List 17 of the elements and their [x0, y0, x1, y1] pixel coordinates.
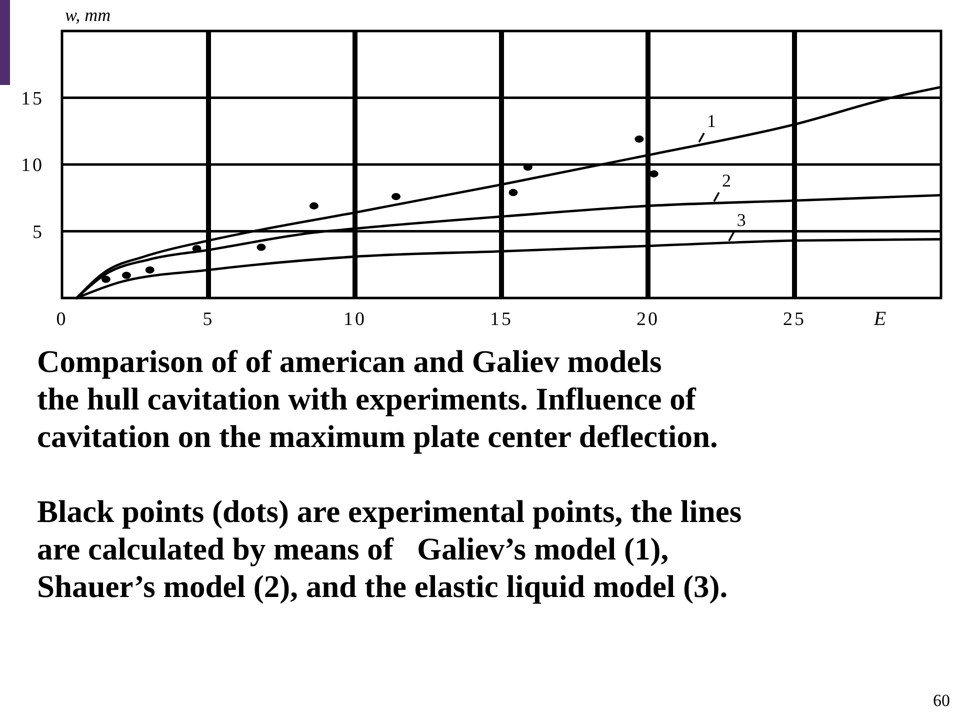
x-axis-title: E: [872, 308, 886, 330]
series-label: 1: [707, 111, 716, 132]
x-tick-label: 10: [344, 309, 366, 330]
x-tick-label: 20: [636, 309, 660, 330]
y-tick-label: 15: [21, 88, 44, 110]
text: Black points (dots) are experimental points, the lines are calculated by means of Galiev’s model (1), Shauer’s model (2), and the elastic liquid model (3).: [37, 494, 742, 604]
x-tick-label: 5: [202, 309, 214, 330]
series-label: 2: [722, 170, 731, 190]
series-label: 3: [736, 210, 746, 230]
x-tick-label: 25: [783, 309, 806, 330]
y-axis-title: w, mm: [65, 5, 111, 25]
y-tick-label: 10: [21, 155, 44, 176]
x-tick-label: 15: [490, 309, 513, 330]
x-tick-label: 0: [56, 309, 68, 330]
y-tick-label: 5: [32, 222, 44, 243]
text: 60: [933, 691, 950, 710]
text: Comparison of of american and Galiev models the hull cavitation with experiments. Influence of cavitation on the maximum plate center deflection.: [37, 344, 718, 454]
